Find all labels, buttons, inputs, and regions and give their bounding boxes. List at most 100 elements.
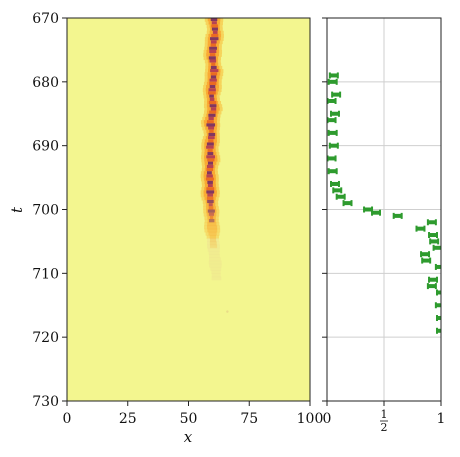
heatmap-cell bbox=[210, 266, 222, 271]
heatmap-cell bbox=[208, 91, 216, 96]
heatmap-cell bbox=[209, 78, 217, 83]
heatmap-cell bbox=[206, 123, 216, 128]
profile-point bbox=[371, 209, 382, 216]
heatmap-x-tick-label: 25 bbox=[119, 411, 137, 427]
profile-point bbox=[434, 263, 441, 270]
heatmap-cell bbox=[209, 53, 216, 57]
heatmap-cell bbox=[209, 104, 217, 108]
heatmap-cell bbox=[207, 222, 217, 227]
heatmap-cell bbox=[206, 145, 214, 150]
heatmap-cell bbox=[208, 126, 215, 131]
heatmap-cell bbox=[207, 180, 213, 185]
heatmap-cell bbox=[210, 72, 218, 77]
heatmap-cell bbox=[206, 142, 214, 147]
svg-text:2: 2 bbox=[381, 421, 388, 434]
heatmap-cell bbox=[209, 81, 217, 86]
heatmap-cell bbox=[209, 238, 217, 243]
profile-point bbox=[332, 187, 343, 194]
heatmap-cell bbox=[206, 196, 214, 201]
profile-point bbox=[421, 257, 432, 264]
heatmap-cell bbox=[211, 62, 216, 67]
heatmap-cell bbox=[208, 206, 214, 211]
heatmap-cell bbox=[209, 244, 218, 249]
heatmap-cell bbox=[206, 164, 214, 169]
svg-text:1: 1 bbox=[381, 408, 388, 421]
heatmap-cell bbox=[211, 27, 218, 32]
profile-point bbox=[415, 225, 426, 232]
heatmap-y-tick-label: 720 bbox=[32, 330, 59, 346]
heatmap-cell bbox=[207, 219, 216, 223]
heatmap-cell bbox=[206, 155, 215, 160]
profile-point bbox=[426, 219, 437, 226]
profile-point bbox=[429, 238, 440, 245]
heatmap-cell bbox=[207, 199, 214, 204]
profile-point bbox=[428, 276, 439, 283]
heatmap-cell bbox=[209, 59, 217, 64]
heatmap-cell bbox=[209, 94, 214, 99]
heatmap-cell bbox=[209, 219, 215, 223]
heatmap-y-tick-label: 710 bbox=[32, 266, 59, 282]
profile-point bbox=[327, 129, 338, 136]
profile-point bbox=[434, 302, 441, 309]
profile-point bbox=[436, 315, 441, 322]
heatmap-y-tick-label: 730 bbox=[32, 394, 59, 410]
heatmap-cell bbox=[207, 247, 220, 252]
heatmap-y-tick-label: 680 bbox=[32, 75, 59, 91]
profile-point bbox=[327, 117, 337, 124]
profile-point bbox=[392, 212, 403, 219]
heatmap-cell bbox=[206, 190, 215, 195]
heatmap-x-ticks: 0 25 50 75 100 bbox=[63, 401, 324, 427]
profile-point bbox=[335, 193, 346, 200]
heatmap-cell bbox=[205, 231, 220, 236]
profile-point bbox=[327, 97, 337, 104]
heatmap-cell bbox=[206, 225, 218, 230]
heatmap-cell bbox=[204, 228, 221, 233]
heatmap-cell bbox=[206, 168, 214, 172]
heatmap-cell bbox=[207, 209, 215, 214]
heatmap-cell bbox=[210, 69, 219, 73]
heatmap-cell bbox=[209, 215, 214, 220]
profile-point bbox=[436, 327, 441, 334]
heatmap-cell bbox=[211, 21, 217, 25]
heatmap-cell bbox=[206, 241, 220, 246]
heatmap-cell bbox=[209, 241, 217, 246]
heatmap-cell bbox=[209, 46, 217, 51]
heatmap-cell bbox=[207, 158, 215, 163]
heatmap-cell bbox=[206, 212, 217, 217]
heatmap-cell bbox=[207, 228, 218, 233]
heatmap-cell bbox=[210, 65, 217, 70]
heatmap-cell bbox=[207, 238, 220, 243]
profile-panel: 0 121 bbox=[322, 17, 445, 434]
heatmap-cell bbox=[210, 18, 218, 22]
heatmap-cell bbox=[211, 273, 221, 278]
heatmap-cell bbox=[210, 43, 216, 48]
heatmap-cell bbox=[211, 24, 218, 29]
heatmap-y-axis-label: t bbox=[8, 206, 26, 213]
profile-x-tick-label: 0 bbox=[323, 411, 332, 427]
heatmap-x-tick-label: 0 bbox=[63, 411, 72, 427]
heatmap-cell bbox=[207, 152, 214, 156]
heatmap-cell bbox=[208, 56, 216, 61]
heatmap-cell bbox=[209, 97, 215, 102]
heatmap-x-tick-label: 50 bbox=[180, 411, 198, 427]
heatmap-x-tick-label: 100 bbox=[297, 411, 324, 427]
profile-point bbox=[328, 142, 339, 149]
heatmap-cell bbox=[208, 139, 214, 144]
profile-point bbox=[328, 72, 339, 79]
profile-point bbox=[342, 200, 353, 207]
heatmap-cell bbox=[207, 148, 213, 153]
profile-point bbox=[327, 168, 338, 175]
heatmap-cell bbox=[208, 212, 215, 217]
heatmap-cell bbox=[208, 88, 216, 93]
heatmap-cell bbox=[211, 270, 221, 274]
heatmap-cell bbox=[210, 37, 219, 41]
heatmap-cell bbox=[208, 113, 216, 118]
profile-x-ticks: 0 121 bbox=[323, 401, 445, 434]
heatmap-cell bbox=[208, 260, 222, 265]
profile-point bbox=[329, 180, 340, 187]
heatmap-cell bbox=[210, 40, 217, 45]
heatmap-cell bbox=[209, 49, 217, 54]
profile-y-ticks bbox=[322, 17, 327, 402]
heatmap-cell bbox=[209, 129, 214, 134]
heatmap-y-ticks: 670 680 690 700 710 720 730 bbox=[32, 11, 67, 410]
